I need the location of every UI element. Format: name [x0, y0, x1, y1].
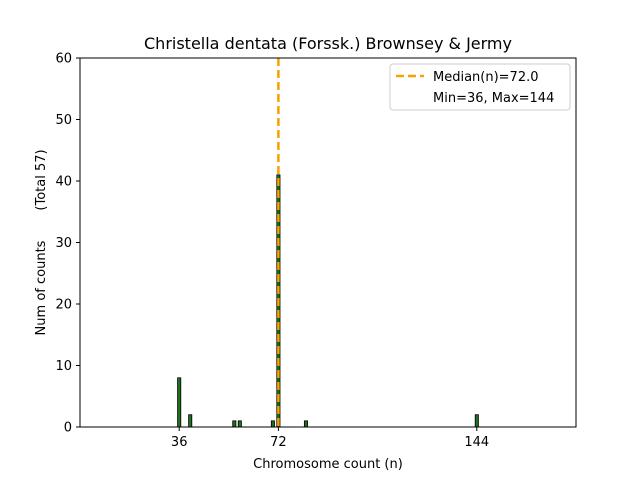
y-axis-label-group: Num of counts (Total 57) — [34, 149, 49, 335]
bar — [177, 377, 182, 428]
ticks: 36 72 144 0 10 20 30 40 50 60 — [55, 52, 489, 451]
legend-frame — [389, 63, 571, 111]
y-tick-label: 40 — [55, 175, 72, 190]
y-tick-label: 60 — [55, 52, 72, 67]
legend: Median(n)=72.0 Min=36, Max=144 — [389, 63, 571, 111]
y-tick-label: 10 — [55, 359, 72, 374]
bar — [474, 414, 479, 428]
y-axis-total-label: (Total 57) — [34, 149, 49, 210]
bar — [188, 414, 193, 428]
chart-title: Christella dentata (Forssk.) Brownsey & … — [144, 34, 512, 53]
y-tick-label: 50 — [55, 113, 72, 128]
x-tick-label: 72 — [270, 435, 287, 450]
bar — [232, 420, 237, 428]
x-axis-label: Chromosome count (n) — [253, 457, 403, 472]
legend-median-label: Median(n)=72.0 — [433, 70, 539, 85]
y-tick-label: 30 — [55, 236, 72, 251]
x-tick-label: 36 — [171, 435, 188, 450]
x-tick-label: 144 — [464, 435, 489, 450]
y-axis-label: Num of counts — [34, 240, 49, 335]
plot-area — [80, 58, 576, 427]
y-tick-label: 0 — [64, 421, 72, 436]
legend-range-label: Min=36, Max=144 — [433, 91, 554, 106]
y-tick-label: 20 — [55, 298, 72, 313]
bar — [237, 420, 242, 428]
plot-background — [80, 58, 576, 427]
bar — [270, 420, 275, 428]
bar — [303, 420, 308, 428]
